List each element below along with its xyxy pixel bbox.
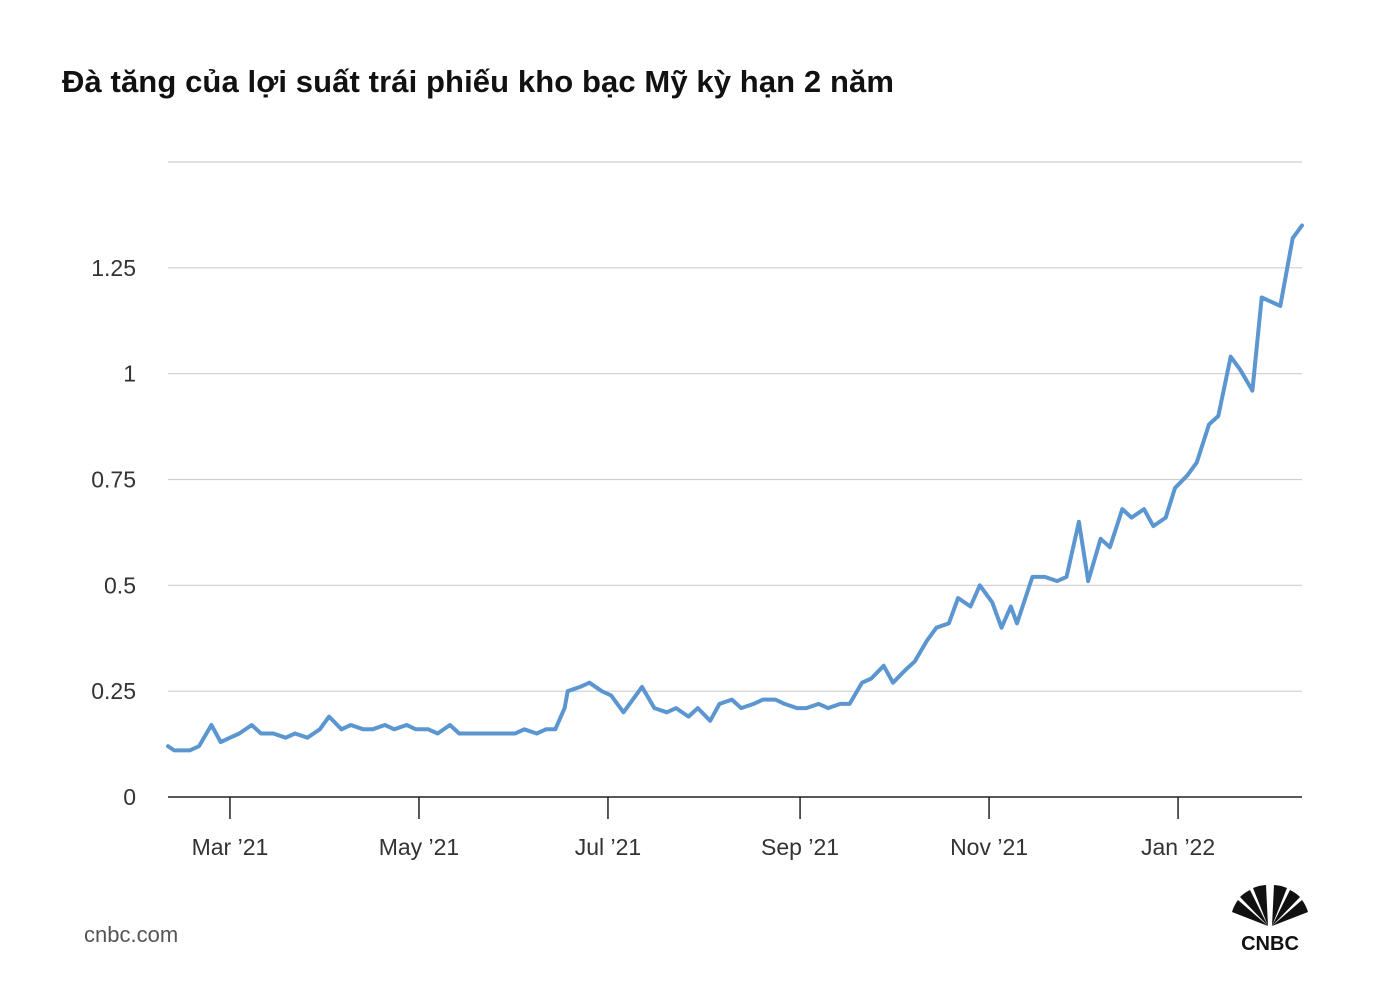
source-text: cnbc.com [84,922,179,947]
y-tick-label-5: 1.25 [91,255,136,281]
y-tick-label-4: 1 [123,361,136,387]
grid-lines [168,161,1302,692]
series-line-0 [166,223,1304,753]
y-axis-labels: 0 0.25 0.5 0.75 1 1.25 [91,255,136,810]
cnbc-peacock-logo-icon: CNBC [1232,885,1308,954]
chart-title: Đà tăng của lợi suất trái phiếu kho bạc … [62,64,895,99]
x-tick-label-3: Sep ’21 [761,834,839,860]
series-layer [166,223,1304,753]
cnbc-logo-text: CNBC [1241,933,1299,954]
x-tick-label-5: Jan ’22 [1141,834,1215,860]
x-tick-label-1: May ’21 [379,834,460,860]
y-tick-label-3: 0.75 [91,467,136,493]
y-tick-label-0: 0 [123,784,136,810]
x-axis [168,796,1302,819]
y-tick-label-2: 0.5 [104,572,136,598]
y-tick-label-1: 0.25 [91,678,136,704]
x-tick-label-4: Nov ’21 [950,834,1028,860]
x-axis-labels: Mar ’21 May ’21 Jul ’21 Sep ’21 Nov ’21 Jan ’… [192,834,1216,860]
x-tick-label-2: Jul ’21 [575,834,641,860]
x-tick-label-0: Mar ’21 [192,834,269,860]
